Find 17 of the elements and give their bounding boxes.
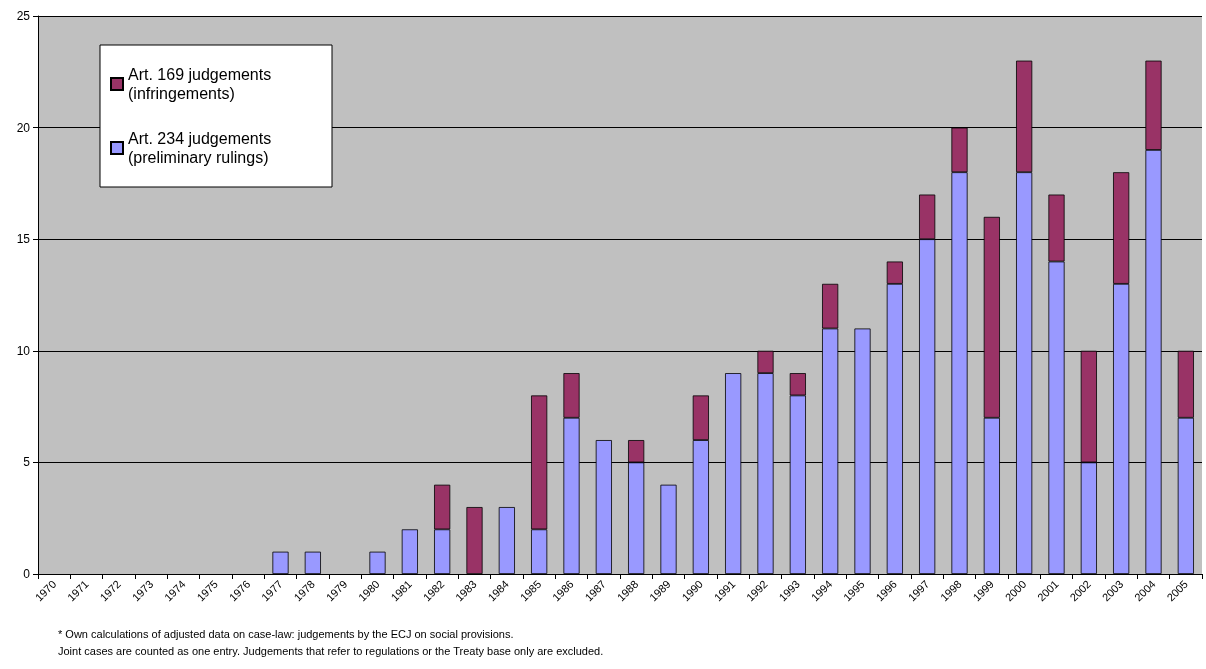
bar (401, 529, 418, 574)
y-tick-label: 0 (23, 567, 31, 581)
text: * Own calculations of adjusted data on case-law: judgements by the ECJ on social provisions. (58, 627, 514, 640)
y-tick-label: 15 (16, 232, 31, 247)
legend-label: Art. 234 judgements (preliminary rulings) (128, 130, 276, 166)
y-tick-label: 20 (16, 120, 31, 135)
bar (304, 551, 321, 574)
bar (369, 551, 386, 574)
bar (272, 551, 289, 574)
y-tick-label: 25 (16, 9, 31, 23)
y-tick-label: 10 (16, 343, 31, 358)
bar (466, 507, 483, 574)
y-tick-label: 5 (23, 455, 31, 470)
legend-label: Art. 169 judgements (infringements) (128, 66, 276, 102)
text: Joint cases are counted as one entry. Judgements that refer to regulations or the Treaty base only are excluded. (58, 644, 604, 657)
bar (498, 507, 515, 574)
bar (660, 484, 677, 574)
